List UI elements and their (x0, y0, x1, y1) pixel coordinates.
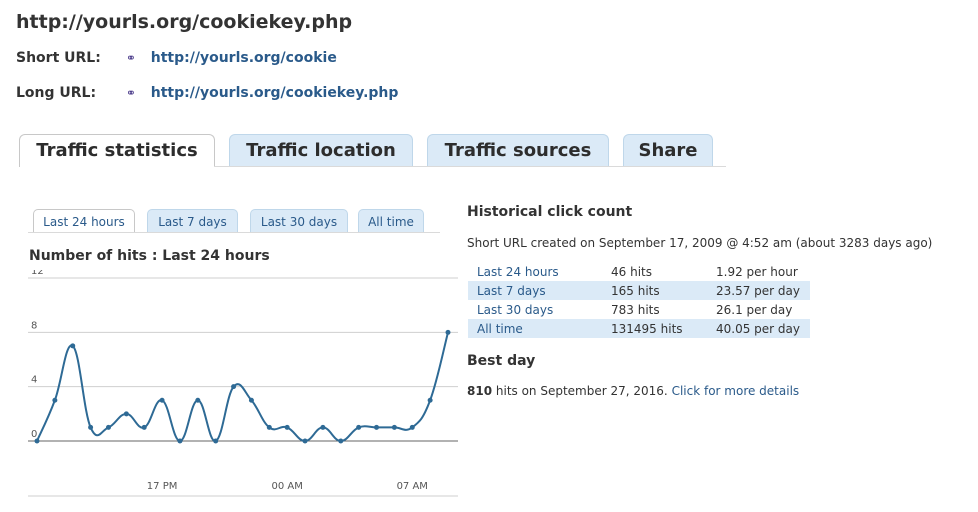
data-point (105, 424, 111, 430)
data-point (141, 424, 147, 430)
period-cell: Last 24 hours (477, 264, 559, 279)
data-point (409, 424, 415, 430)
tab-last-7-days[interactable]: Last 7 days (147, 209, 238, 233)
tab-last-24-hours[interactable]: Last 24 hours (33, 209, 135, 233)
hits-line-chart: 12 8 4 0 17 PM 00 AM 07 AM (28, 270, 458, 497)
data-point (302, 438, 308, 444)
data-point (284, 424, 290, 430)
long-url-label: Long URL: (16, 85, 97, 101)
data-point (52, 397, 58, 403)
period-tab-divider (28, 232, 440, 233)
hits-cell: 131495 hits (611, 321, 683, 336)
data-point (213, 438, 219, 444)
data-point (231, 384, 237, 390)
rate-cell: 23.57 per day (716, 283, 800, 298)
data-point (70, 343, 76, 349)
tab-all-time[interactable]: All time (358, 209, 424, 233)
best-day-info: 810 hits on September 27, 2016. Click fo… (467, 384, 799, 398)
y-tick-label: 12 (31, 270, 44, 277)
best-day-text: hits on September 27, 2016. (492, 384, 672, 398)
period-cell: Last 30 days (477, 302, 554, 317)
data-point (123, 411, 129, 417)
data-point (195, 397, 201, 403)
y-tick-label: 0 (31, 429, 37, 440)
data-point (445, 329, 451, 335)
data-point (159, 397, 165, 403)
link-chain-icon: ⚭ (125, 86, 136, 100)
best-day-count: 810 (467, 384, 493, 398)
hits-cell: 165 hits (611, 283, 660, 298)
created-info: Short URL created on September 17, 2009 … (467, 236, 933, 250)
link-chain-icon: ⚭ (125, 51, 136, 65)
data-point (374, 424, 380, 430)
rate-cell: 40.05 per day (716, 321, 800, 336)
period-cell: Last 7 days (477, 283, 546, 298)
table-row: Last 24 hours 46 hits 1.92 per hour (468, 262, 810, 281)
long-url-link[interactable]: http://yourls.org/cookiekey.php (150, 85, 399, 101)
data-point (427, 397, 433, 403)
table-row: Last 30 days 783 hits 26.1 per day (468, 300, 810, 319)
x-tick-label: 07 AM (397, 481, 428, 492)
short-url-link[interactable]: http://yourls.org/cookie (150, 50, 337, 66)
rate-cell: 1.92 per hour (716, 264, 798, 279)
tab-divider (214, 166, 726, 167)
table-row: All time 131495 hits 40.05 per day (468, 319, 810, 338)
x-tick-label: 00 AM (271, 481, 302, 492)
x-tick-label: 17 PM (147, 481, 178, 492)
history-table: Last 24 hours 46 hits 1.92 per hour Last… (468, 262, 810, 338)
data-point (391, 424, 397, 430)
long-url-row: Long URL: ⚭ http://yourls.org/cookiekey.… (16, 85, 398, 101)
rate-cell: 26.1 per day (716, 302, 793, 317)
tab-traffic-statistics[interactable]: Traffic statistics (19, 134, 215, 167)
data-point (34, 438, 40, 444)
data-point (88, 424, 94, 430)
tab-last-30-days[interactable]: Last 30 days (250, 209, 348, 233)
tab-traffic-location[interactable]: Traffic location (229, 134, 413, 166)
best-day-details-link[interactable]: Click for more details (671, 384, 800, 398)
data-point (356, 424, 362, 430)
y-tick-label: 8 (31, 320, 37, 331)
period-cell: All time (477, 321, 523, 336)
hits-cell: 783 hits (611, 302, 660, 317)
data-point (320, 424, 326, 430)
data-point (338, 438, 344, 444)
data-point (248, 397, 254, 403)
short-url-label: Short URL: (16, 50, 101, 66)
hits-cell: 46 hits (611, 264, 652, 279)
short-url-row: Short URL: ⚭ http://yourls.org/cookie (16, 50, 337, 66)
table-row: Last 7 days 165 hits 23.57 per day (468, 281, 810, 300)
y-tick-label: 4 (31, 375, 37, 386)
chart-title: Number of hits : Last 24 hours (29, 248, 270, 264)
data-point (266, 424, 272, 430)
page-title: http://yourls.org/cookiekey.php (16, 11, 353, 33)
historical-click-count-heading: Historical click count (467, 204, 633, 220)
tab-traffic-sources[interactable]: Traffic sources (427, 134, 609, 166)
series-line (36, 332, 449, 443)
best-day-heading: Best day (467, 353, 536, 369)
data-point (177, 438, 183, 444)
tab-share[interactable]: Share (623, 134, 713, 166)
